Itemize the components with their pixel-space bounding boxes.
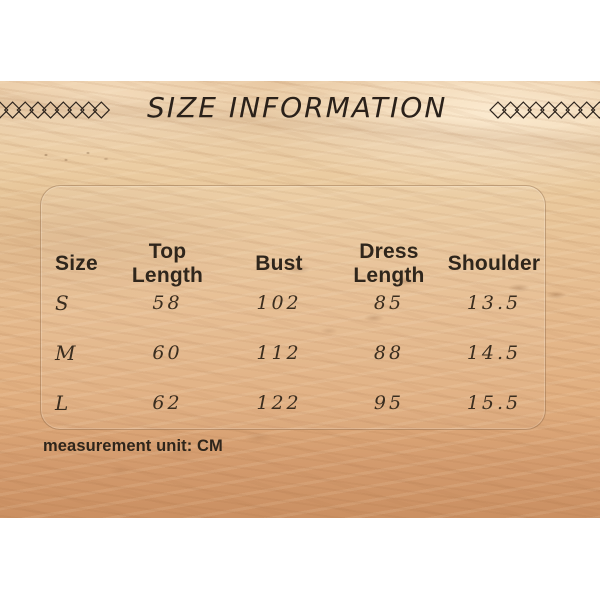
table-header-row: Size Top Length Bust Dress Length Should… <box>41 240 545 287</box>
top-length-value: 58 <box>152 292 183 314</box>
title-band: ◇◇◇◇◇◇◇◇◇ SIZE INFORMATION ◇◇◇◇◇◇◇◇◇◇ <box>0 87 600 131</box>
top-length-value: 62 <box>152 392 183 414</box>
dress-length-value: 85 <box>373 292 405 314</box>
size-table-panel: Size Top Length Bust Dress Length Should… <box>40 185 546 430</box>
table-row-size-l: L 62 122 95 15.5 <box>41 378 545 428</box>
bust-value: 122 <box>256 392 302 414</box>
top-length-value: 60 <box>152 342 183 364</box>
dress-length-value: 88 <box>373 342 405 364</box>
dress-length-value: 95 <box>373 392 405 414</box>
size-label: L <box>55 391 69 415</box>
bottom-letterbox <box>0 518 600 600</box>
column-header-shoulder: Shoulder <box>447 252 541 275</box>
bust-value: 102 <box>256 292 302 314</box>
diamond-ornament-left: ◇◇◇◇◇◇◇◇◇ <box>0 95 110 122</box>
measurement-unit-note: measurement unit: CM <box>43 437 223 455</box>
column-header-bust: Bust <box>255 252 303 275</box>
bust-value: 112 <box>256 342 302 364</box>
shoulder-value: 14.5 <box>466 342 522 364</box>
shoulder-value: 15.5 <box>466 392 522 414</box>
size-label: M <box>55 341 76 365</box>
shoulder-value: 13.5 <box>466 292 522 314</box>
size-label: S <box>55 291 69 315</box>
column-header-dress-length: Dress Length <box>353 240 425 287</box>
diamond-ornament-right: ◇◇◇◇◇◇◇◇◇◇ <box>489 95 600 122</box>
page-title: SIZE INFORMATION <box>147 91 448 124</box>
table-row-size-m: M 60 112 88 14.5 <box>41 328 545 378</box>
top-letterbox <box>0 0 600 81</box>
table-row-size-s: S 58 102 85 13.5 <box>41 278 545 328</box>
column-header-top-length: Top Length <box>131 240 204 287</box>
column-header-size: Size <box>55 252 98 275</box>
desert-sand-photo: ◇◇◇◇◇◇◇◇◇ SIZE INFORMATION ◇◇◇◇◇◇◇◇◇◇ Si… <box>0 81 600 518</box>
